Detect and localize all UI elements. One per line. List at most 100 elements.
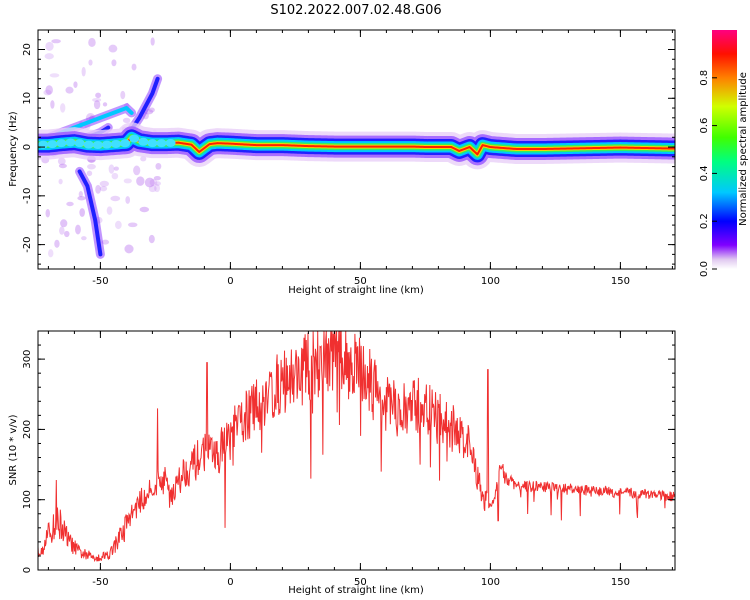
spectrogram-speckle xyxy=(102,102,108,107)
snr-frame xyxy=(37,330,676,571)
spectrogram-speckle xyxy=(60,103,66,113)
snr-xtick-label: 150 xyxy=(611,577,630,588)
spectrogram-speckle xyxy=(79,208,85,217)
spectrogram-speckle xyxy=(95,92,102,99)
spectrogram-speckle xyxy=(45,209,51,218)
spectrogram-speckle xyxy=(148,107,155,113)
spectrogram-speckle xyxy=(122,117,131,123)
spectrogram-blob xyxy=(74,139,85,148)
spectrogram-ytick-label: 10 xyxy=(22,92,33,105)
spectrogram-blob xyxy=(120,139,131,148)
spectrogram-ytick-label: -20 xyxy=(22,236,33,252)
spectrogram-frame xyxy=(37,29,676,270)
spectrogram-ylabel: Frequency (Hz) xyxy=(8,111,19,187)
spectrogram-speckle xyxy=(153,176,161,181)
spectrogram-speckle xyxy=(111,172,119,180)
spectrogram-xtick-label: 50 xyxy=(354,276,367,287)
snr-series-line xyxy=(38,331,675,563)
spectrogram-blob xyxy=(165,138,176,147)
spectrogram-speckle xyxy=(49,73,60,78)
colorbar-tick-label: 0.2 xyxy=(699,213,710,229)
spectrogram-speckle xyxy=(43,89,52,96)
spectrogram-speckle xyxy=(45,41,54,51)
spectrogram-speckle xyxy=(148,185,157,193)
figure-title: S102.2022.007.02.48.G06 xyxy=(270,3,441,18)
spectrogram-blob xyxy=(156,139,167,148)
colorbar-tick-label: 0.0 xyxy=(699,261,710,277)
spectrogram-speckle xyxy=(131,63,137,71)
spectrogram-speckle xyxy=(75,224,81,235)
snr-panel: -50 0 50 100 150 0 100 200 300 Height of straigh… xyxy=(8,330,676,596)
spectrogram-speckle xyxy=(111,59,117,67)
spectrogram-blob xyxy=(147,139,158,148)
spectrogram-speckle xyxy=(65,86,74,94)
spectrogram-speckle xyxy=(77,196,86,201)
spectrogram-branch xyxy=(77,169,103,257)
snr-xlabel: Height of straight line (km) xyxy=(288,585,424,596)
snr-xtick-label: 100 xyxy=(481,577,500,588)
spectrogram-speckle xyxy=(99,180,109,187)
spectrogram-speckle xyxy=(148,234,155,244)
snr-ylabel: SNR (10 * v/v) xyxy=(8,414,19,485)
spectrogram-speckle xyxy=(78,191,83,198)
spectrogram-speckle xyxy=(120,90,126,100)
spectrogram-speckle xyxy=(140,156,147,162)
spectrogram-speckle xyxy=(144,177,155,188)
spectrogram-speckle xyxy=(92,97,102,102)
spectrogram-speckle xyxy=(44,53,54,60)
spectrogram-ytick-label: -10 xyxy=(22,188,33,204)
spectrogram-speckle xyxy=(108,44,118,53)
spectrogram-speckle xyxy=(54,239,60,248)
spectrogram-speckle xyxy=(154,184,161,193)
spectrogram-speckle xyxy=(50,100,55,109)
snr-xtick-label: 0 xyxy=(227,577,233,588)
spectrogram-speckle xyxy=(87,163,96,170)
snr-ytick-label: 300 xyxy=(22,350,33,369)
colorbar-tick-label: 0.4 xyxy=(699,165,710,181)
spectrogram-speckle xyxy=(48,249,54,258)
spectrogram-xtick-label: 150 xyxy=(611,276,630,287)
spectrogram-speckle xyxy=(93,100,101,110)
spectrogram-blob xyxy=(92,141,103,150)
spectrogram-xtick-label: 0 xyxy=(227,276,233,287)
snr-xtick-label: -50 xyxy=(92,577,108,588)
snr-ytick-label: 100 xyxy=(22,490,33,509)
spectrogram-blob xyxy=(129,134,140,143)
snr-xtick-label: 50 xyxy=(354,577,367,588)
spectrogram-speckle xyxy=(127,222,138,228)
spectrogram-speckle xyxy=(66,201,74,207)
spectrogram-speckle xyxy=(108,164,115,174)
spectrogram-speckle xyxy=(154,181,161,186)
spectrogram-speckle xyxy=(57,157,66,166)
spectrogram-blob xyxy=(101,140,112,149)
spectrogram-blob xyxy=(111,139,121,148)
colorbar-tick-label: 0.8 xyxy=(699,70,710,86)
spectrogram-speckle xyxy=(58,178,63,185)
spectrogram-speckle xyxy=(106,206,113,215)
spectrogram-speckle xyxy=(99,185,108,192)
spectrogram-blob xyxy=(47,140,58,149)
spectrogram-speckle xyxy=(58,163,67,169)
spectrogram-speckle xyxy=(155,162,162,170)
spectrogram-speckle xyxy=(45,85,53,95)
spectrogram-speckle xyxy=(150,37,155,46)
spectrogram-blob xyxy=(65,138,76,147)
spectrogram-speckle xyxy=(95,184,101,194)
snr-ytick-label: 200 xyxy=(22,420,33,439)
spectrogram-xlabel: Height of straight line (km) xyxy=(288,285,424,296)
spectrogram-speckle xyxy=(115,220,122,230)
spectrogram-speckle xyxy=(81,236,87,241)
spectrogram-xtick-label: -50 xyxy=(92,276,108,287)
spectrogram-speckle xyxy=(86,170,93,177)
spectrogram-speckle xyxy=(73,81,78,89)
spectrogram-speckle xyxy=(60,219,68,228)
spectrogram-ytick-label: 0 xyxy=(22,144,33,150)
spectrogram-xtick-label: 100 xyxy=(481,276,500,287)
spectrogram-speckle xyxy=(81,66,86,77)
spectrogram-ytick-label: 20 xyxy=(22,43,33,56)
spectrogram-speckle xyxy=(110,195,121,202)
spectrogram-speckle xyxy=(88,37,96,48)
spectrogram-speckle xyxy=(88,59,93,66)
spectrogram-speckle xyxy=(125,196,131,204)
